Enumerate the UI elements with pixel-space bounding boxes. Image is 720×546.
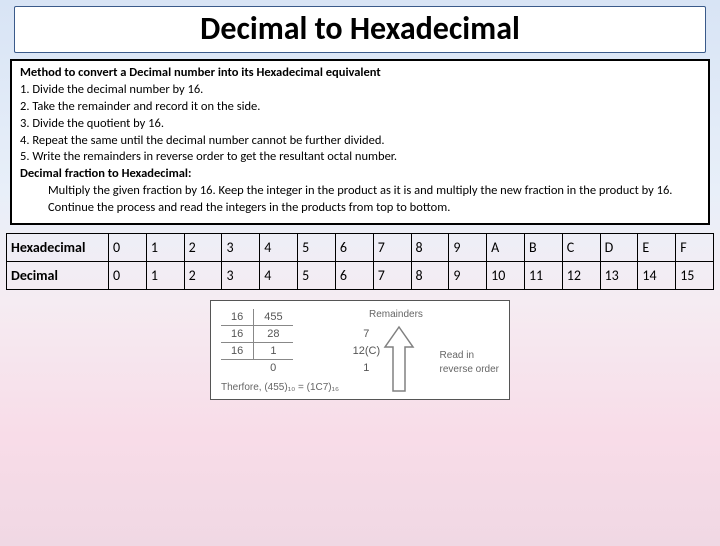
page-title: Decimal to Hexadecimal: [15, 9, 705, 48]
method-step: 3. Divide the quotient by 16.: [20, 116, 700, 133]
cell: 5: [298, 233, 336, 261]
cell: 8: [411, 233, 449, 261]
cell: 3: [222, 233, 260, 261]
division-diagram: Remainders Read in reverse order 16 455 …: [210, 300, 510, 400]
cell: 2: [184, 261, 222, 289]
title-panel: Decimal to Hexadecimal: [14, 6, 706, 53]
cell: C: [562, 233, 600, 261]
div-row: 16 28 7: [221, 325, 390, 342]
div-row: 16 455: [221, 309, 390, 326]
cell: 6: [335, 261, 373, 289]
method-step: 1. Divide the decimal number by 16.: [20, 82, 700, 99]
diagram-frame: Remainders Read in reverse order 16 455 …: [210, 300, 510, 400]
cell: 7: [373, 261, 411, 289]
cell: D: [600, 233, 638, 261]
cell: 4: [260, 261, 298, 289]
cell: 12: [562, 261, 600, 289]
cell: 0: [109, 233, 147, 261]
cell: 1: [146, 261, 184, 289]
cell: F: [676, 233, 714, 261]
long-division-table: 16 455 16 28 7 16 1 12(C) 0 1: [221, 309, 391, 376]
method-step: 2. Take the remainder and record it on t…: [20, 99, 700, 116]
cell: 2: [184, 233, 222, 261]
hex-dec-table: Hexadecimal 0 1 2 3 4 5 6 7 8 9 A B C D …: [6, 233, 714, 290]
method-subheading: Decimal fraction to Hexadecimal:: [20, 166, 700, 183]
table-row: Decimal 0 1 2 3 4 5 6 7 8 9 10 11 12 13 …: [7, 261, 714, 289]
cell: A: [487, 233, 525, 261]
read-order-label: Read in reverse order: [440, 349, 499, 377]
cell: 5: [298, 261, 336, 289]
divisor-cell: [221, 359, 254, 376]
cell: 14: [638, 261, 676, 289]
method-step: 4. Repeat the same until the decimal num…: [20, 133, 700, 150]
row-label-dec: Decimal: [7, 261, 109, 289]
method-subtext: Multiply the given fraction by 16. Keep …: [20, 183, 700, 217]
cell: 8: [411, 261, 449, 289]
up-arrow-icon: [379, 325, 419, 395]
cell: 6: [335, 233, 373, 261]
divisor-cell: 16: [221, 309, 254, 326]
quotient-cell: 0: [254, 359, 293, 376]
cell: E: [638, 233, 676, 261]
quotient-cell: 455: [254, 309, 293, 326]
cell: 7: [373, 233, 411, 261]
quotient-cell: 28: [254, 325, 293, 342]
cell: 10: [487, 261, 525, 289]
read-line-2: reverse order: [440, 364, 499, 375]
method-step: 5. Write the remainders in reverse order…: [20, 149, 700, 166]
row-label-hex: Hexadecimal: [7, 233, 109, 261]
table-row: Hexadecimal 0 1 2 3 4 5 6 7 8 9 A B C D …: [7, 233, 714, 261]
cell: 11: [524, 261, 562, 289]
remainders-label: Remainders: [369, 309, 423, 320]
cell: 0: [109, 261, 147, 289]
therefore-text: Therfore, (455)₁₀ = (1C7)₁₆: [221, 382, 499, 393]
cell: B: [524, 233, 562, 261]
cell: 3: [222, 261, 260, 289]
divisor-cell: 16: [221, 342, 254, 359]
cell: 13: [600, 261, 638, 289]
divisor-cell: 16: [221, 325, 254, 342]
div-row: 0 1: [221, 359, 390, 376]
cell: 9: [449, 233, 487, 261]
read-line-1: Read in: [440, 350, 474, 361]
cell: 1: [146, 233, 184, 261]
quotient-cell: 1: [254, 342, 293, 359]
cell: 15: [676, 261, 714, 289]
cell: 4: [260, 233, 298, 261]
method-heading: Method to convert a Decimal number into …: [20, 65, 700, 82]
cell: 9: [449, 261, 487, 289]
div-row: 16 1 12(C): [221, 342, 390, 359]
method-panel: Method to convert a Decimal number into …: [10, 59, 710, 225]
